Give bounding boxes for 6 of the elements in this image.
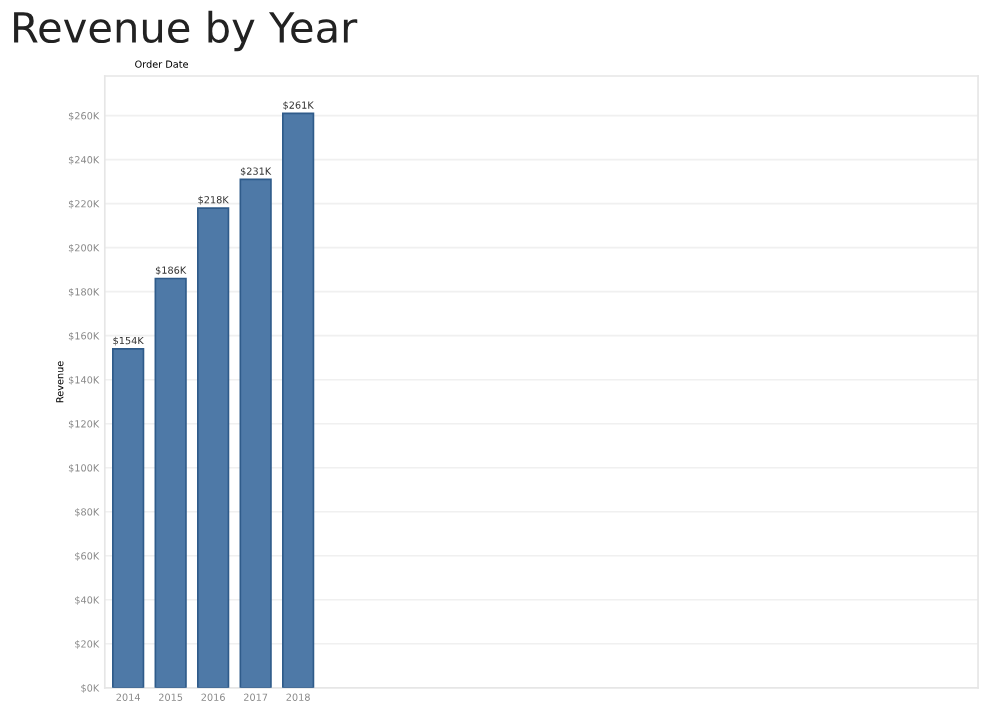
chart-title: Revenue by Year	[14, 10, 358, 52]
bar	[282, 112, 315, 688]
bar	[239, 178, 272, 688]
bar	[154, 277, 187, 688]
bar	[112, 348, 145, 688]
bar	[197, 207, 230, 688]
